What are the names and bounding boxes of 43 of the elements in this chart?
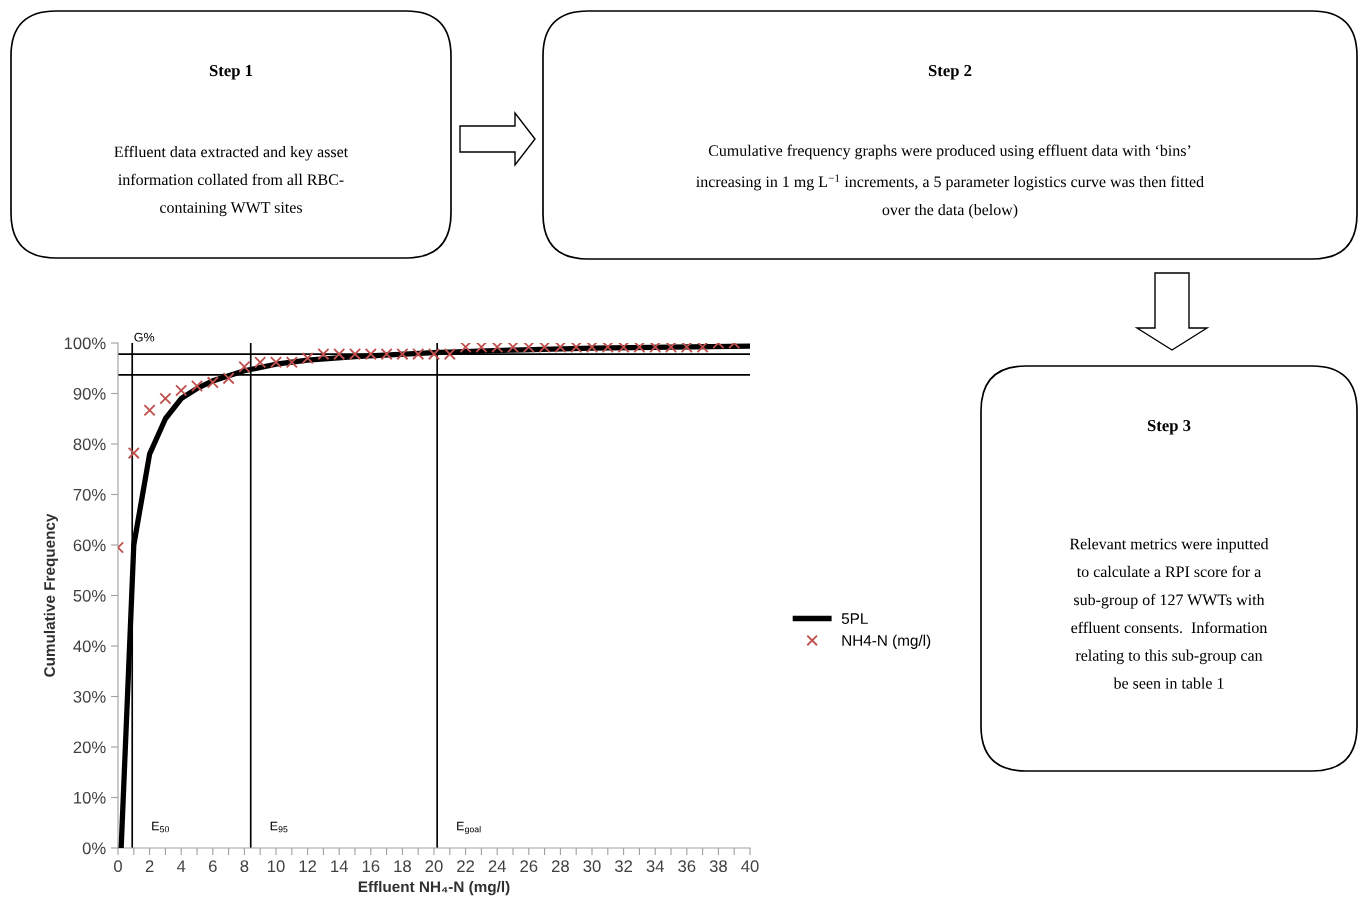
x-tick-label: 8 xyxy=(240,860,249,873)
y-axis-title: Cumulative Frequency xyxy=(43,513,59,677)
ref-line-label: G% xyxy=(134,332,155,342)
x-tick-label: 28 xyxy=(551,860,569,873)
y-tick-label: 20% xyxy=(73,741,106,754)
text: Relevant metrics were inputted to calculate a RPI score for a sub-group of 127 WWTs with effluent consents. Information relating to this sub-group can be seen in table 1 xyxy=(1069,538,1269,689)
y-tick-label: 90% xyxy=(73,387,106,400)
x-tick-label: 4 xyxy=(176,860,186,872)
x-tick-label: 18 xyxy=(394,860,411,873)
legend-label: NH4-N (mg/l) xyxy=(842,634,931,649)
x-tick-label: 40 xyxy=(741,860,759,873)
y-tick-label: 50% xyxy=(73,589,106,602)
text: Step 2 xyxy=(928,64,972,80)
x-tick-label: 38 xyxy=(709,860,727,873)
y-tick-label: 40% xyxy=(73,640,106,653)
x-tick-label: 30 xyxy=(583,860,601,873)
x-tick-label: 10 xyxy=(268,860,285,873)
x-tick-label: 22 xyxy=(457,860,475,872)
x-tick-label: 24 xyxy=(488,860,506,872)
x-tick-label: 0 xyxy=(114,860,122,873)
x-tick-label: 32 xyxy=(614,860,633,873)
x-tick-label: 6 xyxy=(209,860,217,873)
x-tick-label: 14 xyxy=(331,860,348,872)
x-tick-label: 16 xyxy=(362,860,380,873)
text: Effluent data extracted and key asset information collated from all RBC- containing WWT sites xyxy=(114,145,349,217)
text: Cumulative frequency graphs were produced using effluent data with ‘bins’ increasing in 1 mg L$^{−1}$ increments, a 5 parameter logistics curve was then fitted over the data (below) xyxy=(696,144,1204,219)
x-tick-label: 2 xyxy=(145,860,154,872)
y-tick-label: 70% xyxy=(73,488,106,501)
x-tick-label: 20 xyxy=(425,860,443,873)
x-axis-title: Effluent NH₄-N (mg/l) xyxy=(358,880,510,896)
y-tick-label: 80% xyxy=(73,438,106,451)
x-tick-label: 26 xyxy=(520,860,538,873)
y-tick-label: 0% xyxy=(82,842,106,855)
y-tick-label: 10% xyxy=(74,791,106,804)
y-tick-label: 30% xyxy=(73,690,106,703)
x-tick-label: 34 xyxy=(646,860,664,873)
y-tick-label: 100% xyxy=(64,337,106,350)
y-tick-label: 60% xyxy=(73,539,106,552)
text: Step 1 xyxy=(209,64,253,80)
x-tick-label: 36 xyxy=(678,860,696,873)
text: Step 3 xyxy=(1147,419,1191,435)
legend-label: 5PL xyxy=(841,613,868,625)
x-tick-label: 12 xyxy=(299,860,317,872)
